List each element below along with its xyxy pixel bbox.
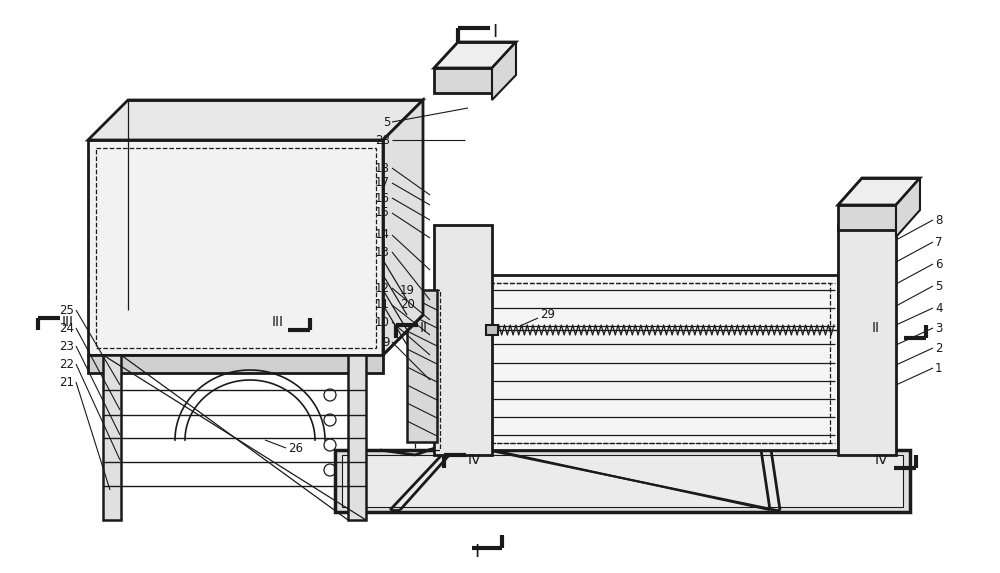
- Text: IV: IV: [468, 453, 482, 467]
- Text: 11: 11: [375, 299, 390, 312]
- Text: II: II: [420, 321, 428, 335]
- Text: III: III: [272, 315, 284, 329]
- Text: 13: 13: [375, 245, 390, 258]
- Bar: [450, 283, 830, 443]
- Bar: [443, 275, 838, 450]
- Text: 5: 5: [935, 280, 942, 292]
- Polygon shape: [838, 178, 920, 205]
- Polygon shape: [492, 42, 516, 100]
- Bar: [103, 355, 121, 520]
- Text: 20: 20: [400, 299, 415, 312]
- Bar: [415, 290, 440, 450]
- Bar: [434, 225, 492, 455]
- Text: 15: 15: [375, 206, 390, 219]
- Text: 28: 28: [375, 134, 390, 147]
- Bar: [88, 355, 383, 373]
- Text: 14: 14: [375, 229, 390, 241]
- Text: 2: 2: [935, 342, 942, 355]
- Text: IV: IV: [874, 453, 888, 467]
- Text: 9: 9: [382, 336, 390, 348]
- Text: 22: 22: [59, 358, 74, 371]
- Text: III: III: [62, 315, 74, 329]
- Text: 8: 8: [935, 214, 942, 226]
- Polygon shape: [434, 42, 516, 68]
- Text: 16: 16: [375, 191, 390, 205]
- Text: 7: 7: [935, 236, 942, 249]
- Text: 23: 23: [59, 339, 74, 352]
- Text: 10: 10: [375, 316, 390, 328]
- Text: 1: 1: [935, 362, 942, 375]
- Text: 6: 6: [935, 257, 942, 270]
- Text: II: II: [872, 321, 880, 335]
- Bar: [838, 225, 896, 455]
- Bar: [434, 68, 492, 93]
- Bar: [486, 325, 498, 335]
- Text: 24: 24: [59, 321, 74, 335]
- Text: 17: 17: [375, 176, 390, 190]
- Text: I: I: [474, 543, 479, 561]
- Text: 19: 19: [400, 284, 415, 296]
- Text: 5: 5: [383, 116, 390, 128]
- Text: 29: 29: [540, 308, 555, 321]
- Text: 25: 25: [59, 304, 74, 316]
- Text: 21: 21: [59, 375, 74, 388]
- Polygon shape: [88, 100, 423, 140]
- Bar: [838, 205, 896, 230]
- Bar: [335, 450, 910, 512]
- Text: 18: 18: [375, 162, 390, 175]
- Text: 12: 12: [375, 281, 390, 295]
- Bar: [407, 290, 437, 442]
- Bar: [342, 455, 903, 507]
- Bar: [96, 148, 376, 348]
- Polygon shape: [896, 178, 920, 237]
- Polygon shape: [383, 100, 423, 355]
- Text: 26: 26: [288, 442, 303, 454]
- Bar: [348, 355, 366, 520]
- Bar: [88, 140, 383, 355]
- Text: I: I: [492, 23, 497, 41]
- Text: 4: 4: [935, 301, 942, 315]
- Text: 3: 3: [935, 321, 942, 335]
